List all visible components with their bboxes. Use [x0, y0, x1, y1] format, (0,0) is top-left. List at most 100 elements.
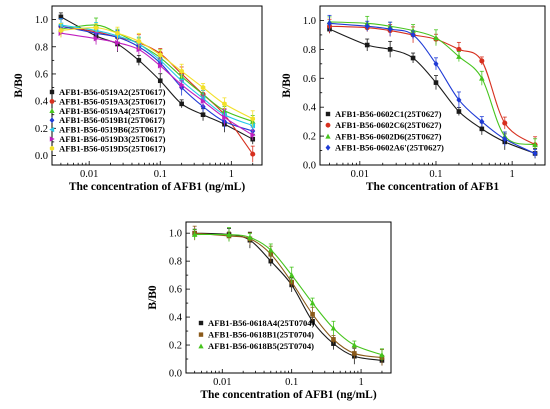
legend-marker: [325, 133, 331, 139]
legend-marker: [49, 136, 55, 142]
legend-marker: [49, 126, 55, 133]
legend: AFB1-B56-0618A4(25T0704) AFB1-B56-0618B1(…: [198, 318, 315, 351]
legend-label: AFB1-B56-0618B1(25T0704): [208, 330, 314, 340]
data-point: [200, 112, 206, 118]
y-tick-label: 1.0: [35, 15, 48, 26]
data-point: [387, 47, 393, 52]
y-tick-label: 0.6: [169, 285, 182, 296]
data-point: [379, 351, 385, 358]
data-point: [410, 55, 416, 61]
legend-marker: [49, 145, 55, 151]
data-point: [179, 82, 185, 88]
legend-label: AFB1-B56-0618A4(25T0704): [208, 318, 315, 328]
legend-label: AFB1-B56-0519D5(25T0617): [59, 143, 166, 153]
data-point: [115, 30, 120, 36]
data-point: [226, 231, 232, 237]
data-point: [58, 14, 64, 20]
legend: AFB1-B56-0602C1(25T0627)AFB1-B56-0602C6(…: [325, 109, 444, 153]
series-7: [58, 23, 256, 127]
x-tick-label: 0.1: [154, 169, 167, 180]
data-point: [136, 58, 142, 63]
legend: AFB1-B56-0519A2(25T0617)AFB1-B56-0519A3(…: [49, 87, 166, 153]
data-point: [247, 234, 253, 240]
legend-label: AFB1-B56-0519A3(25T0617): [59, 96, 166, 106]
data-point: [456, 109, 462, 114]
legend-label: AFB1-B56-0519D3(25T0617): [59, 134, 166, 144]
data-point: [250, 132, 256, 138]
legend-marker: [325, 144, 331, 151]
data-point: [456, 96, 462, 104]
data-point: [456, 46, 462, 52]
data-point: [268, 247, 274, 253]
y-axis-title: B/B0: [13, 73, 25, 98]
series-4: [326, 14, 538, 158]
y-tick-label: 1.0: [169, 229, 182, 240]
y-tick-label: 0.8: [303, 45, 316, 56]
data-point: [93, 35, 99, 42]
legend-label: AFB1-B56-0618B5(25T0704): [208, 341, 314, 351]
x-tick-label: 0.01: [80, 169, 98, 180]
legend-label: AFB1-B56-0519B1(25T0617): [59, 115, 165, 125]
data-point: [479, 126, 485, 132]
legend-label: AFB1-B56-0519A4(25T0617): [59, 106, 166, 116]
y-tick-label: 0.2: [35, 124, 48, 135]
data-point: [479, 118, 485, 125]
x-tick-label: 1: [229, 169, 234, 180]
y-tick-label: 0.8: [169, 257, 182, 268]
legend-label: AFB1-B56-0602C6(25T0627): [335, 120, 442, 130]
data-point: [309, 300, 316, 306]
y-axis-title: B/B0: [147, 285, 159, 310]
data-point: [410, 31, 416, 39]
y-tick-label: 1.0: [303, 16, 316, 27]
data-point: [58, 27, 64, 34]
data-point: [532, 150, 538, 157]
y-tick-label: 0.6: [35, 69, 48, 80]
data-point: [250, 151, 256, 157]
legend-label: AFB1-B56-0602C1(25T0627): [335, 109, 442, 119]
y-tick-label: 0.2: [169, 341, 182, 352]
data-point: [157, 52, 163, 58]
y-axis-title: B/B0: [281, 73, 293, 98]
data-point: [364, 23, 370, 30]
chart-panel-1: 0.01 0.1 1 0.0 0.2 0.4 0.6 0.8 1.0 The concentrat…: [13, 5, 263, 193]
legend-marker: [49, 89, 55, 95]
data-point: [288, 272, 295, 278]
x-tick-label: 0.01: [213, 377, 231, 388]
data-point: [479, 75, 485, 81]
y-tick-label: 0.4: [169, 313, 183, 324]
data-point: [331, 337, 336, 342]
chart-panel-3: 0.01 0.1 1 0.0 0.2 0.4 0.6 0.8 1.0 The concentrat…: [147, 221, 392, 401]
y-tick-label: 0.4: [303, 103, 317, 114]
y-tick-label: 0.0: [169, 369, 182, 380]
data-point: [191, 231, 198, 237]
data-point: [157, 78, 163, 84]
x-tick-label: 1: [358, 377, 363, 388]
series-3: [191, 227, 385, 361]
x-axis-title: The concentration of AFB1 (ng/mL): [200, 389, 376, 401]
data-point: [456, 53, 462, 59]
x-axis-title: The concentration of AFB1 (ng/mL): [69, 181, 245, 193]
y-tick-label: 0.8: [35, 42, 48, 53]
x-axis-title: The concentration of AFB1: [366, 181, 499, 193]
data-point: [364, 42, 370, 48]
data-point: [532, 141, 538, 148]
data-point: [93, 25, 99, 31]
legend-marker: [49, 108, 55, 113]
legend-marker: [198, 343, 204, 349]
data-point: [433, 60, 439, 67]
chart-panel-2: 0.01 0.1 1 0.0 0.2 0.4 0.6 0.8 1.0 The concentrat…: [281, 5, 546, 193]
data-point: [115, 39, 121, 46]
data-point: [310, 311, 315, 317]
data-point: [200, 98, 206, 104]
data-point: [387, 26, 393, 33]
x-tick-label: 0.1: [285, 377, 298, 388]
y-tick-label: 0.4: [35, 97, 49, 108]
data-point: [479, 58, 485, 64]
data-point: [179, 101, 184, 107]
data-point: [410, 27, 416, 33]
legend-marker: [325, 122, 331, 128]
legend-marker: [325, 111, 331, 117]
data-point: [331, 341, 336, 346]
data-point: [136, 46, 142, 53]
